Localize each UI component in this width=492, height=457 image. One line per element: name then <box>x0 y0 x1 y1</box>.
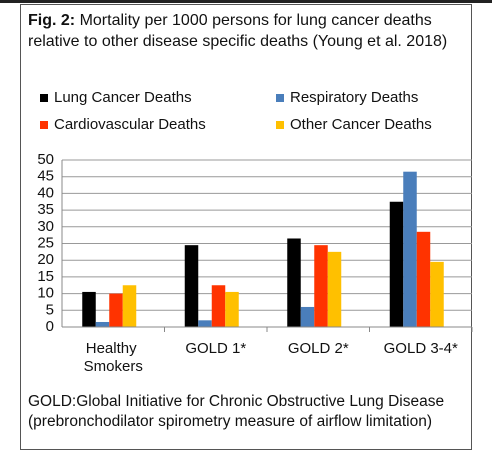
bar <box>327 251 342 327</box>
y-tick-label: 50 <box>37 151 54 168</box>
legend-label: Cardiovascular Deaths <box>54 116 206 133</box>
footnote: GOLD:Global Initiative for Chronic Obstr… <box>28 393 445 430</box>
y-tick-label: 20 <box>37 251 54 268</box>
bar <box>184 245 199 327</box>
bar <box>109 293 123 327</box>
x-tick-label: GOLD 1* <box>185 340 246 357</box>
legend-swatch <box>276 94 284 102</box>
legend-label: Respiratory Deaths <box>290 89 418 106</box>
x-tick-label: Healthy Smokers <box>84 340 143 375</box>
chart: Lung Cancer Deaths Respiratory Deaths Card… <box>37 89 473 375</box>
legend-label: Lung Cancer Deaths <box>54 89 192 106</box>
legend-swatch <box>40 121 48 129</box>
chart-title: Mortality per 1000 persons for lung canc… <box>28 12 448 50</box>
title-block: Fig. 2: Mortality per 1000 persons for l… <box>28 10 468 52</box>
legend-swatch <box>276 121 284 129</box>
y-tick-label: 0 <box>46 318 54 335</box>
bar <box>211 285 226 327</box>
bar <box>95 321 110 327</box>
legend-label: Other Cancer Deaths <box>290 116 432 133</box>
y-tick-label: 30 <box>37 218 54 235</box>
bar <box>287 238 301 327</box>
bar <box>198 320 212 327</box>
y-tick-label: 25 <box>37 234 54 251</box>
y-tick-label: 5 <box>46 301 54 318</box>
bar <box>403 171 417 327</box>
x-tick-label: GOLD 2* <box>288 340 349 357</box>
bar <box>225 291 239 327</box>
y-tick-label: 45 <box>37 168 54 185</box>
y-tick-label: 15 <box>37 268 54 285</box>
x-tick-label: GOLD 3-4* <box>384 340 458 357</box>
bar <box>82 291 96 327</box>
y-tick-label: 10 <box>37 285 54 302</box>
bar <box>300 306 315 327</box>
figure-label: Fig. 2: <box>28 12 76 29</box>
bar <box>430 261 444 327</box>
y-tick-label: 40 <box>37 184 54 201</box>
y-tick-label: 35 <box>37 201 54 218</box>
bar <box>389 201 404 327</box>
top-edge <box>0 0 492 3</box>
bar <box>314 245 328 327</box>
bar <box>122 285 137 327</box>
legend-swatch <box>40 94 48 102</box>
bar <box>416 231 431 327</box>
